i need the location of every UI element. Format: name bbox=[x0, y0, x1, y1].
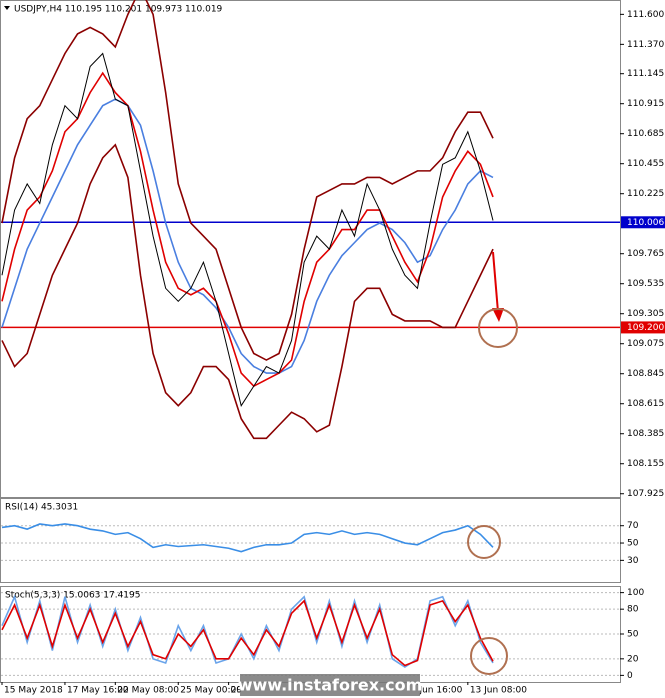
y-tick-label: 70 bbox=[627, 521, 639, 531]
arrow-head bbox=[492, 308, 504, 322]
watermark: www.instaforex.com bbox=[238, 676, 422, 695]
x-tick-label: 15 May 2018 bbox=[4, 686, 63, 696]
rsi-panel bbox=[0, 498, 621, 583]
y-tick-label: 111.370 bbox=[627, 40, 664, 50]
y-tick-label: 50 bbox=[627, 539, 639, 549]
main-panel bbox=[0, 0, 621, 498]
series-line bbox=[1, 52, 494, 407]
series-line bbox=[1, 98, 494, 374]
y-tick-label: 20 bbox=[627, 654, 639, 664]
x-tick-label: Jun 16:00 bbox=[418, 686, 462, 696]
panel-title: RSI(14) 45.3031 bbox=[5, 503, 78, 513]
y-tick-label: 108.385 bbox=[627, 429, 664, 439]
x-tick-label: 13 Jun 08:00 bbox=[470, 686, 527, 696]
y-tick-label: 30 bbox=[627, 556, 639, 566]
y-tick-label: 110.685 bbox=[627, 129, 664, 139]
y-tick-label: 50 bbox=[627, 630, 639, 640]
x-tick-label: 25 May 00:00 bbox=[180, 686, 242, 696]
y-tick-label: 111.600 bbox=[627, 10, 664, 20]
rsi-circle bbox=[467, 525, 501, 559]
series-line bbox=[1, 71, 494, 388]
menu-triangle bbox=[4, 6, 10, 10]
arrow-shaft bbox=[492, 251, 499, 313]
stoch-circle bbox=[470, 637, 508, 675]
level-label: 109.200 bbox=[627, 323, 664, 333]
y-tick-label: 0 bbox=[627, 671, 633, 681]
series-line bbox=[1, 0, 494, 361]
panel-title: USDJPY,H4 110.195 110.201 109.973 110.01… bbox=[14, 5, 223, 15]
y-tick-label: 109.305 bbox=[627, 309, 664, 319]
y-tick-label: 109.765 bbox=[627, 249, 664, 259]
y-tick-label: 108.845 bbox=[627, 369, 664, 379]
y-tick-label: 80 bbox=[627, 605, 639, 615]
watermark-bg bbox=[240, 674, 420, 696]
y-tick-label: 111.145 bbox=[627, 69, 664, 79]
target-circle bbox=[478, 308, 518, 348]
panel-title: Stoch(5,3,3) 15.0063 17.4195 bbox=[5, 591, 140, 601]
y-tick-label: 110.915 bbox=[627, 99, 664, 109]
y-tick-label: 100 bbox=[627, 588, 644, 598]
series-line bbox=[1, 143, 494, 440]
level-tag bbox=[621, 321, 665, 334]
series-line bbox=[1, 599, 494, 667]
y-tick-label: 109.075 bbox=[627, 339, 664, 349]
y-tick-label: 109.535 bbox=[627, 279, 664, 289]
y-tick-label: 110.225 bbox=[627, 189, 664, 199]
x-tick-label: 22 May 08:00 bbox=[117, 686, 179, 696]
level-tag bbox=[621, 216, 665, 229]
y-tick-label: 108.155 bbox=[627, 459, 664, 469]
x-tick-label: 17 May 16:00 bbox=[67, 686, 129, 696]
y-tick-label: 107.925 bbox=[627, 489, 664, 499]
y-tick-label: 108.615 bbox=[627, 399, 664, 409]
level-label: 110.006 bbox=[627, 218, 664, 228]
series-line bbox=[1, 523, 494, 553]
x-tick-label: 29 bbox=[231, 686, 243, 696]
y-tick-label: 110.455 bbox=[627, 159, 664, 169]
